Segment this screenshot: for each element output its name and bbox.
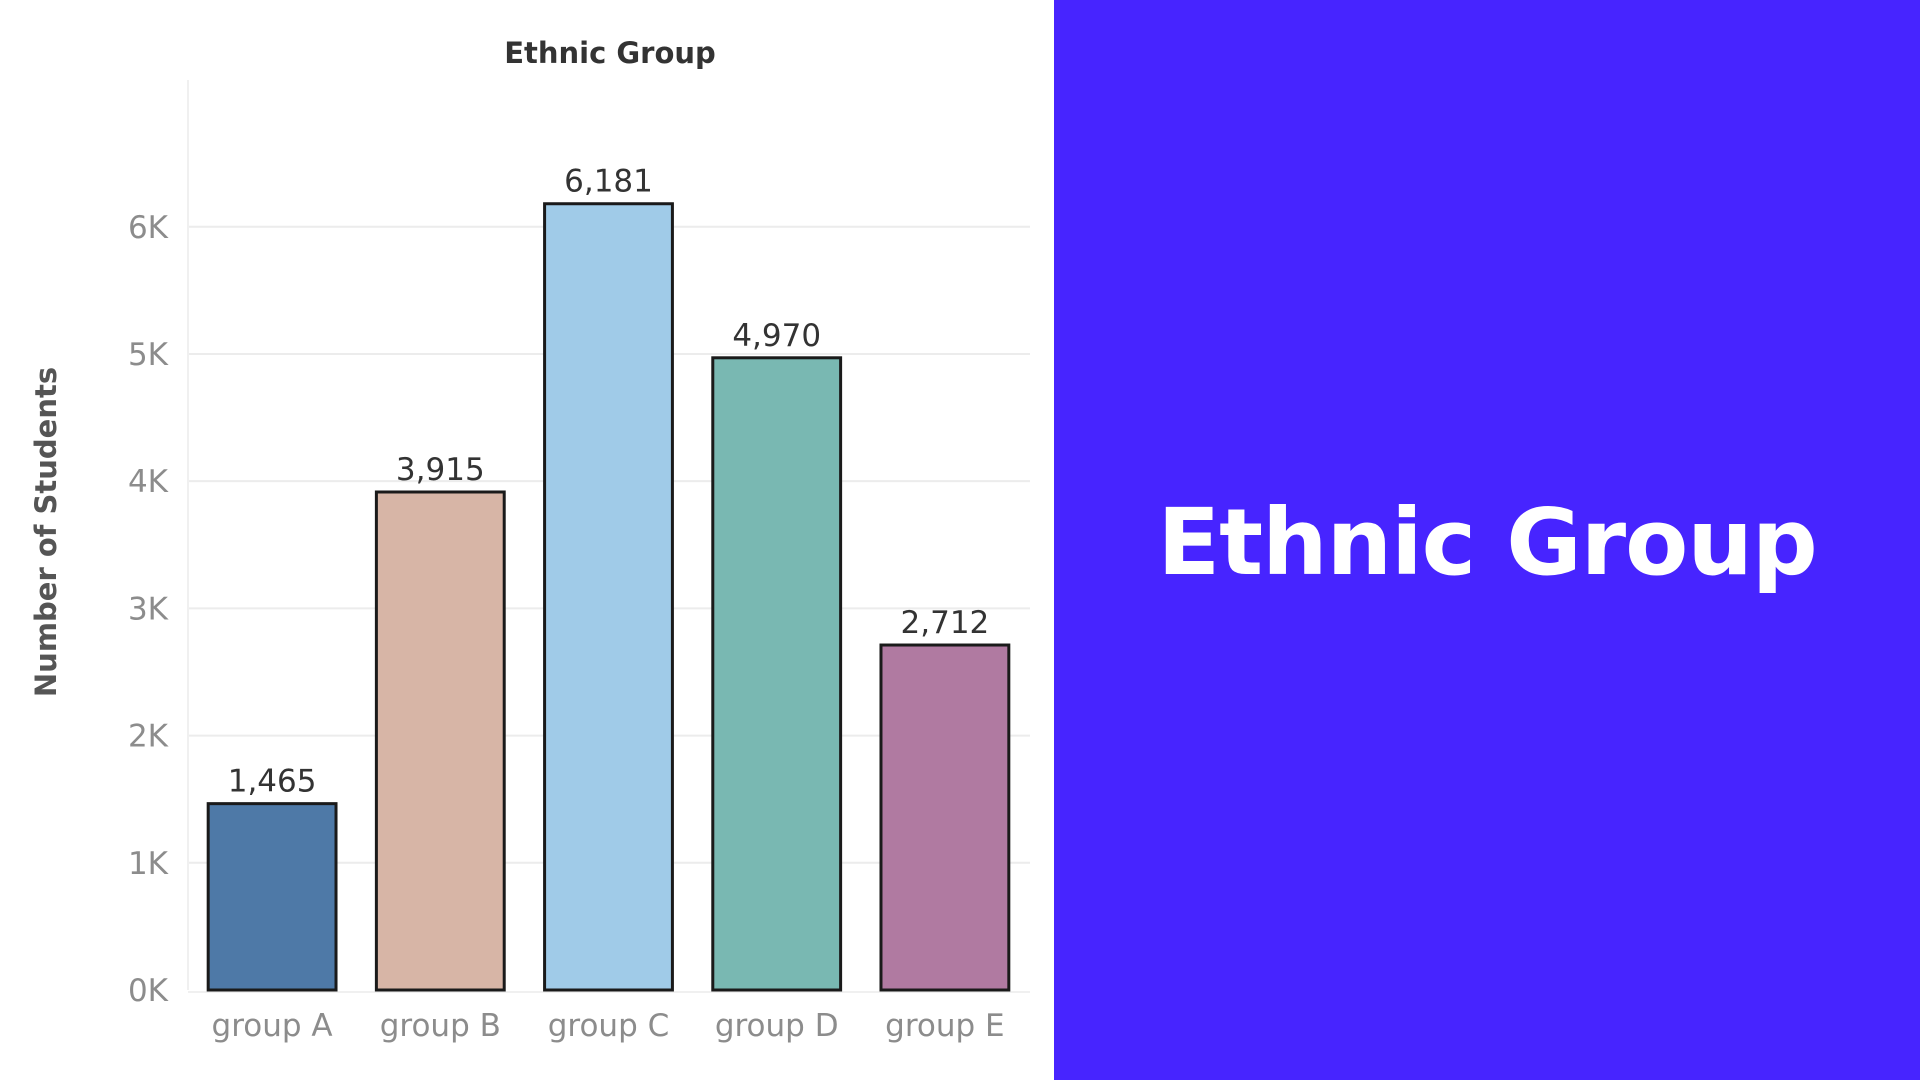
- bar-group-b: [374, 490, 506, 992]
- x-tick-label: group A: [212, 1008, 333, 1044]
- chart-panel: Ethnic Group Number of Students 0K 1K 2K 3K…: [29, 36, 1030, 1044]
- y-tick-label: 1K: [128, 846, 169, 882]
- bars: [206, 202, 1011, 992]
- y-tick-label: 4K: [128, 464, 169, 500]
- bar-group-e: [879, 643, 1011, 992]
- y-tick-label: 6K: [128, 210, 169, 246]
- x-tick-label: group D: [715, 1008, 839, 1044]
- x-axis-ticks: group A group B group C group D group E: [212, 1008, 1005, 1044]
- bar-group-c: [543, 202, 674, 992]
- data-label: 1,465: [228, 764, 317, 800]
- bar-group-d: [711, 356, 843, 992]
- y-axis-label: Number of Students: [29, 367, 63, 697]
- title-banner: Ethnic Group: [1054, 0, 1920, 1080]
- y-tick-label: 5K: [128, 337, 169, 373]
- data-label: 3,915: [396, 452, 485, 488]
- data-labels: 1,465 3,915 6,181 4,970 2,712: [228, 164, 990, 800]
- bar-group-a: [206, 802, 338, 992]
- x-tick-label: group C: [548, 1008, 670, 1044]
- data-label: 6,181: [564, 164, 653, 200]
- bar-chart: Ethnic Group Number of Students 0K 1K 2K 3K…: [29, 36, 1030, 1044]
- x-tick-label: group B: [380, 1008, 501, 1044]
- x-tick-label: group E: [885, 1008, 1004, 1044]
- y-tick-label: 0K: [128, 973, 169, 1009]
- data-label: 2,712: [901, 605, 990, 641]
- y-tick-label: 2K: [128, 719, 169, 755]
- data-label: 4,970: [732, 318, 821, 354]
- banner-title: Ethnic Group: [1157, 488, 1817, 596]
- y-tick-label: 3K: [128, 591, 169, 627]
- y-axis-ticks: 0K 1K 2K 3K 4K 5K 6K: [128, 210, 169, 1009]
- chart-title: Ethnic Group: [504, 36, 716, 70]
